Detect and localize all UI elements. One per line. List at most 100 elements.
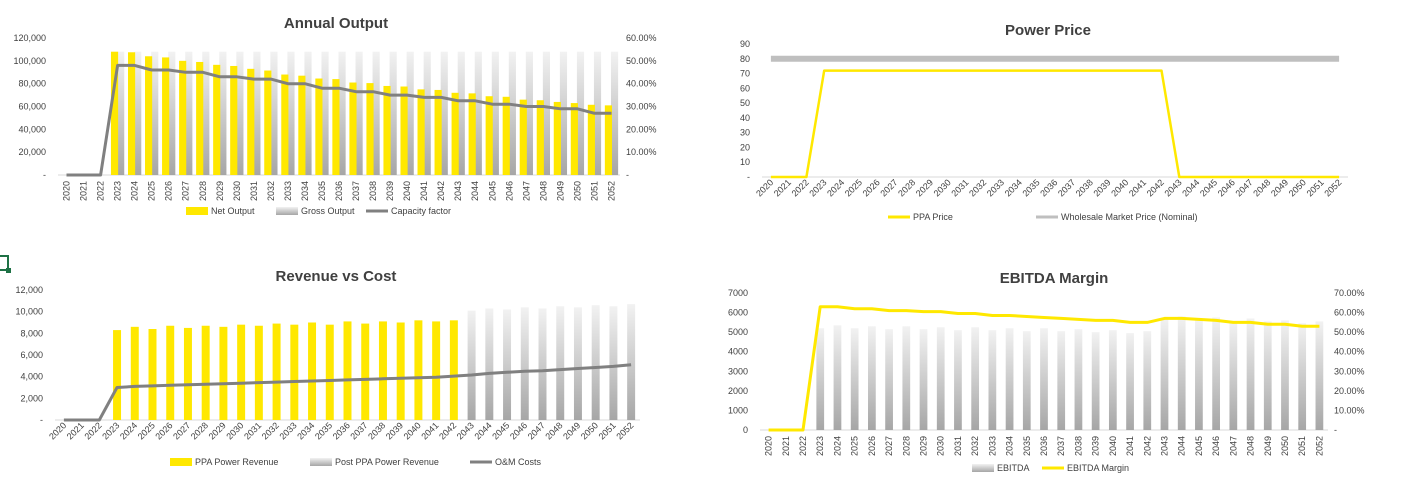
post-ppa-power-revenue-bar[interactable] — [503, 309, 512, 421]
ebitda-bar[interactable] — [971, 327, 980, 430]
ebitda-bar[interactable] — [885, 329, 893, 430]
ebitda-bar[interactable] — [954, 330, 962, 430]
net-output-bar[interactable] — [332, 79, 340, 175]
gross-output-bar[interactable] — [457, 51, 465, 176]
ebitda-bar[interactable] — [816, 328, 825, 430]
ppa-power-revenue-bar[interactable] — [148, 329, 157, 420]
ppa-power-revenue-bar[interactable] — [130, 326, 139, 420]
ebitda-bar[interactable] — [1040, 328, 1048, 430]
ebitda-bar[interactable] — [1022, 331, 1031, 430]
gross-output-bar[interactable] — [236, 51, 244, 176]
post-ppa-power-revenue-bar[interactable] — [591, 305, 600, 420]
ebitda-bar[interactable] — [1246, 318, 1255, 430]
net-output-bar[interactable] — [604, 105, 612, 175]
ppa-power-revenue-bar[interactable] — [325, 324, 334, 420]
ppa-power-revenue-bar[interactable] — [272, 323, 281, 420]
net-output-bar[interactable] — [519, 99, 527, 175]
gross-output-bar[interactable] — [372, 51, 380, 176]
post-ppa-power-revenue-bar[interactable] — [627, 304, 636, 420]
gross-output-bar[interactable] — [474, 51, 482, 176]
ebitda-bar[interactable] — [902, 326, 911, 430]
net-output-bar[interactable] — [230, 65, 238, 175]
post-ppa-power-revenue-bar[interactable] — [538, 308, 547, 420]
gross-output-bar[interactable] — [508, 51, 516, 176]
gross-output-bar[interactable] — [491, 51, 499, 176]
gross-output-bar[interactable] — [559, 51, 568, 176]
ebitda-bar[interactable] — [1160, 318, 1169, 430]
power-price-chart[interactable]: Power Price -10 20 30 40 50 60 70 80 90 2020 2021 20… — [700, 0, 1401, 243]
capacity-factor-line[interactable] — [66, 63, 612, 177]
ppa-power-revenue-bar[interactable] — [361, 323, 370, 420]
gross-output-bar[interactable] — [219, 51, 227, 176]
ebitda-bar[interactable] — [850, 328, 859, 430]
ppa-power-revenue-bar[interactable] — [308, 322, 317, 421]
gross-output-bar[interactable] — [202, 51, 210, 176]
ebitda-bar[interactable] — [833, 325, 842, 430]
gross-output-bar[interactable] — [525, 51, 533, 176]
net-output-bar[interactable] — [162, 57, 170, 175]
ebitda-bar[interactable] — [1281, 320, 1289, 430]
net-output-bar[interactable] — [451, 92, 459, 175]
net-output-bar[interactable] — [145, 56, 153, 176]
ebitda-bar[interactable] — [1212, 317, 1220, 430]
gross-output-bar[interactable] — [117, 51, 125, 176]
post-ppa-power-revenue-bar[interactable] — [556, 306, 565, 420]
net-output-bar[interactable] — [468, 93, 476, 175]
ebitda-bar[interactable] — [1074, 329, 1083, 430]
net-output-bar[interactable] — [213, 64, 221, 175]
gross-output-bar[interactable] — [253, 51, 261, 176]
net-output-bar[interactable] — [127, 52, 136, 176]
ppa-power-revenue-bar[interactable] — [449, 320, 458, 420]
ppa-power-revenue-bar[interactable] — [290, 324, 299, 420]
gross-output-bar[interactable] — [321, 51, 329, 176]
revenue-vs-cost-chart[interactable]: Revenue vs Cost - 2,000 4,000 6,000 8,000 10,0… — [0, 243, 700, 486]
cell-selection-handle[interactable] — [6, 268, 11, 273]
gross-output-bar[interactable] — [304, 51, 312, 176]
ebitda-bar[interactable] — [1315, 321, 1324, 430]
gross-output-bar[interactable] — [389, 51, 397, 176]
ppa-power-revenue-bar[interactable] — [378, 321, 387, 420]
net-output-bar[interactable] — [553, 101, 561, 175]
net-output-bar[interactable] — [366, 83, 374, 175]
post-ppa-power-revenue-bar[interactable] — [609, 306, 618, 420]
ebitda-bar[interactable] — [919, 329, 928, 430]
ebitda-bar[interactable] — [868, 326, 876, 430]
gross-output-bar[interactable] — [576, 51, 585, 176]
net-output-bar[interactable] — [485, 96, 493, 175]
ebitda-bar[interactable] — [1263, 321, 1272, 430]
gross-output-bar[interactable] — [287, 51, 295, 176]
ppa-power-revenue-bar[interactable] — [432, 321, 441, 420]
gross-output-bar[interactable] — [355, 51, 363, 176]
gross-output-bar[interactable] — [406, 51, 414, 176]
ebitda-bar[interactable] — [1057, 331, 1066, 430]
gross-output-bar[interactable] — [168, 51, 176, 176]
ebitda-bar[interactable] — [1177, 316, 1186, 430]
net-output-bar[interactable] — [536, 100, 544, 175]
post-ppa-power-revenue-bar[interactable] — [573, 307, 582, 420]
net-output-bar[interactable] — [196, 61, 204, 175]
ebitda-bar[interactable] — [988, 330, 997, 430]
net-output-bar[interactable] — [570, 103, 578, 175]
ppa-price-line[interactable] — [770, 69, 1340, 179]
post-ppa-power-revenue-bar[interactable] — [520, 307, 529, 420]
ebitda-bar[interactable] — [1143, 331, 1152, 430]
ppa-power-revenue-bar[interactable] — [343, 321, 352, 420]
ppa-power-revenue-bar[interactable] — [237, 324, 246, 420]
net-output-bar[interactable] — [247, 68, 255, 175]
net-output-bar[interactable] — [502, 96, 510, 175]
ppa-power-revenue-bar[interactable] — [113, 330, 122, 420]
net-output-bar[interactable] — [281, 74, 289, 175]
annual-output-chart[interactable]: Annual Output - 20,000 40,000 60,000 80,000 10… — [0, 0, 700, 243]
ebitda-bar[interactable] — [1108, 330, 1117, 430]
net-output-bar[interactable] — [298, 75, 306, 175]
ebitda-margin-chart[interactable]: EBITDA Margin 0 1000 2000 3000 4000 5000 6000 70… — [700, 243, 1401, 486]
net-output-bar[interactable] — [179, 60, 187, 176]
net-output-bar[interactable] — [400, 86, 408, 175]
oandm-costs-line[interactable] — [63, 363, 632, 422]
net-output-bar[interactable] — [110, 51, 119, 176]
gross-output-bar[interactable] — [151, 51, 159, 176]
ebitda-bar[interactable] — [1005, 328, 1014, 430]
gross-output-bar[interactable] — [423, 51, 431, 176]
gross-output-bar[interactable] — [542, 51, 551, 176]
gross-output-bar[interactable] — [610, 51, 619, 176]
